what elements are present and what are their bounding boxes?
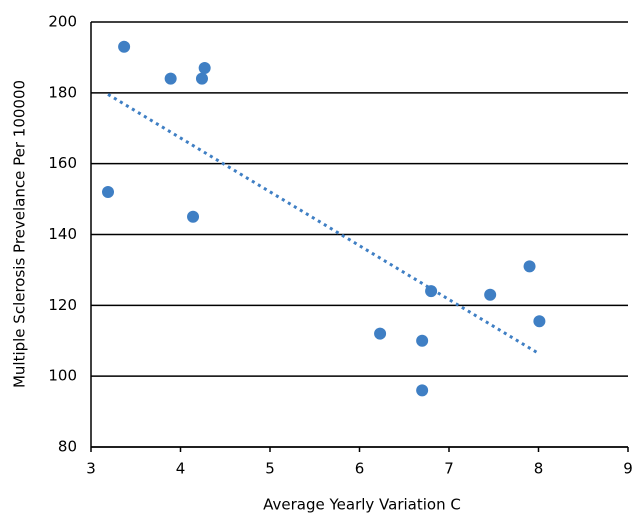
point: [416, 384, 429, 397]
trendline: [107, 93, 541, 356]
x-tick-label: 5: [265, 460, 275, 478]
point: [164, 72, 177, 85]
x-tick-label: 9: [623, 460, 633, 478]
y-tick-label: 180: [48, 83, 77, 101]
y-tick-label: 120: [48, 296, 77, 314]
x-tick-label: 3: [86, 460, 96, 478]
point: [484, 288, 497, 301]
y-tick-label: 140: [48, 225, 77, 243]
point: [374, 327, 387, 340]
point: [198, 62, 211, 75]
point: [187, 210, 200, 223]
y-tick-label: 200: [48, 13, 77, 31]
y-axis-title: Multiple Sclerosis Prevelance Per 100000: [11, 80, 29, 388]
x-axis-title: Average Yearly Variation C: [263, 496, 461, 514]
point: [195, 72, 208, 85]
point: [416, 334, 429, 347]
point: [425, 285, 438, 298]
x-tick-label: 4: [176, 460, 186, 478]
point: [118, 40, 131, 53]
x-tick-label: 7: [444, 460, 454, 478]
x-tick-label: 6: [355, 460, 365, 478]
y-tick-label: 80: [58, 438, 77, 456]
point: [523, 260, 536, 273]
y-tick-label: 100: [48, 367, 77, 385]
point: [533, 315, 546, 328]
point: [102, 186, 115, 198]
y-tick-label: 160: [48, 154, 77, 172]
x-tick-label: 8: [534, 460, 544, 478]
